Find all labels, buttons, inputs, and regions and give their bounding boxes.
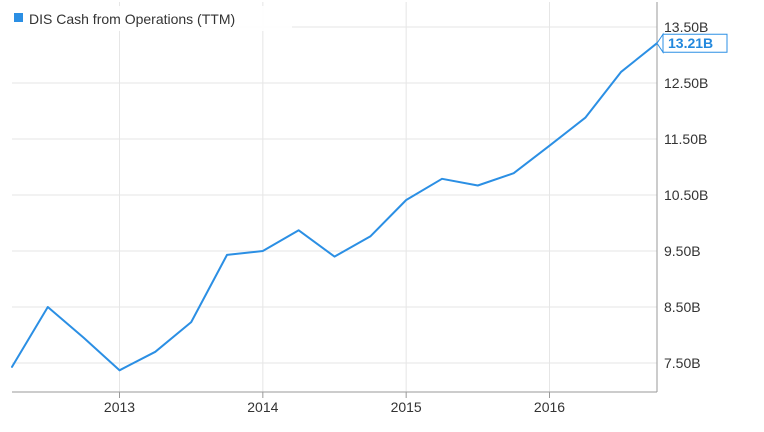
last-value-badge <box>662 33 728 53</box>
x-tick-label: 2015 <box>391 399 422 415</box>
y-tick-label: 8.50B <box>664 299 701 315</box>
last-value-label: 13.21B <box>668 35 713 51</box>
grid-layer <box>12 2 657 392</box>
series-layer <box>11 42 658 372</box>
legend-background <box>12 6 292 31</box>
x-tick-label: 2014 <box>247 399 278 415</box>
series-line <box>11 42 658 372</box>
y-tick-label: 11.50B <box>664 131 707 147</box>
legend-swatch <box>14 13 23 22</box>
last-value-pointer <box>656 32 664 54</box>
y-tick-label: 9.50B <box>664 243 701 259</box>
x-tick-label: 2016 <box>534 399 565 415</box>
axes-layer <box>12 2 658 398</box>
x-tick-label: 2013 <box>104 399 135 415</box>
y-tick-label: 10.50B <box>664 187 708 203</box>
labels-layer: 7.50B 8.50B 9.50B 10.50B 11.50B 12.50B 13.50B 2… <box>104 19 728 415</box>
y-tick-label: 7.50B <box>664 355 701 371</box>
legend-label: DIS Cash from Operations (TTM) <box>29 11 235 27</box>
y-tick-label: 12.50B <box>664 75 708 91</box>
legend: DIS Cash from Operations (TTM) <box>12 6 292 31</box>
y-tick-label: 13.50B <box>664 19 708 35</box>
